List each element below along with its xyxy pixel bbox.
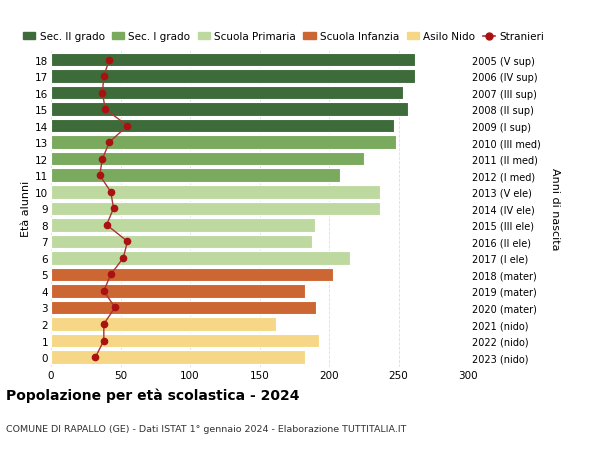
Bar bbox=[51, 120, 394, 133]
Bar bbox=[51, 70, 415, 84]
Bar bbox=[51, 87, 403, 100]
Legend: Sec. II grado, Sec. I grado, Scuola Primaria, Scuola Infanzia, Asilo Nido, Stran: Sec. II grado, Sec. I grado, Scuola Prim… bbox=[23, 32, 544, 42]
Bar bbox=[51, 185, 380, 199]
Bar bbox=[51, 103, 408, 117]
Bar bbox=[51, 152, 364, 166]
Text: Popolazione per età scolastica - 2024: Popolazione per età scolastica - 2024 bbox=[6, 388, 299, 403]
Bar bbox=[51, 136, 396, 150]
Bar bbox=[51, 218, 315, 232]
Bar bbox=[51, 301, 316, 314]
Bar bbox=[51, 169, 340, 183]
Bar bbox=[51, 318, 276, 331]
Bar bbox=[51, 334, 319, 347]
Bar bbox=[51, 252, 350, 265]
Text: COMUNE DI RAPALLO (GE) - Dati ISTAT 1° gennaio 2024 - Elaborazione TUTTITALIA.IT: COMUNE DI RAPALLO (GE) - Dati ISTAT 1° g… bbox=[6, 425, 406, 434]
Bar bbox=[51, 268, 333, 281]
Y-axis label: Età alunni: Età alunni bbox=[21, 181, 31, 237]
Bar bbox=[51, 54, 415, 67]
Y-axis label: Anni di nascita: Anni di nascita bbox=[550, 168, 560, 250]
Bar bbox=[51, 351, 305, 364]
Bar bbox=[51, 235, 313, 249]
Bar bbox=[51, 285, 305, 298]
Bar bbox=[51, 202, 380, 216]
